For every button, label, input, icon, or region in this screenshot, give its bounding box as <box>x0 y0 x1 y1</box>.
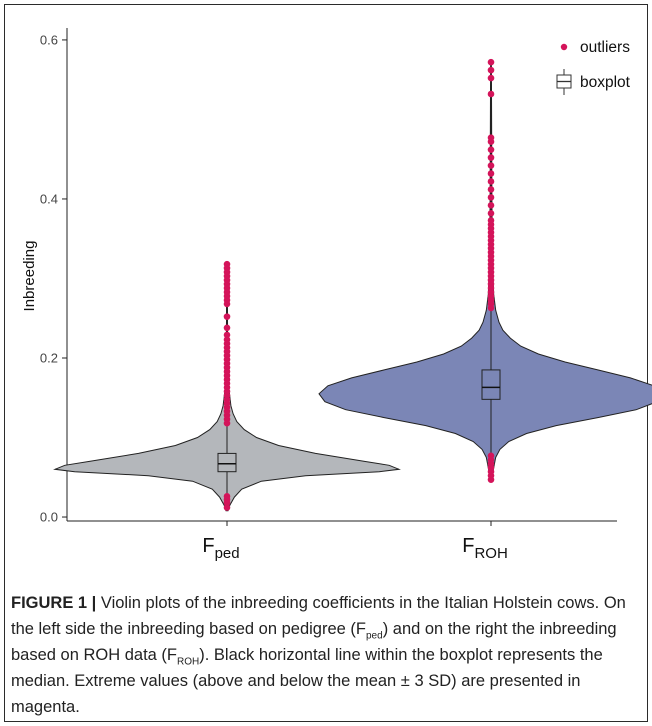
violin-chart: 0.00.20.40.6 Fped FROH Inbreeding outlier… <box>21 28 652 562</box>
boxplot-box-F_ped <box>217 452 237 473</box>
caption-text-1: Violin plots of the inbreeding coefficie… <box>11 594 626 638</box>
legend-boxplot-swatch <box>556 69 572 95</box>
outlier-point <box>487 154 495 161</box>
caption-sub-2: ROH <box>177 656 200 668</box>
x-tick-label-F_ped: Fped <box>202 535 239 562</box>
x-tick-layer: Fped FROH <box>202 521 508 562</box>
outlier-point <box>487 209 495 217</box>
x-tick-label-sub: ped <box>215 545 240 562</box>
caption-text-2: ) and on the right the inbreeding based … <box>11 620 617 664</box>
x-tick-label-F_ROH: FROH <box>462 535 508 562</box>
outlier-point <box>487 146 495 153</box>
outlier-point <box>223 324 231 332</box>
legend-boxplot-label: boxplot <box>580 74 631 91</box>
boxplot-box-F_ROH <box>481 369 501 400</box>
x-tick-label-main: F <box>202 535 214 557</box>
outlier-point <box>487 162 495 169</box>
outlier-point <box>487 74 495 82</box>
outlier-point <box>487 202 495 209</box>
y-tick-layer: 0.0 0.2 0.4 0.6 <box>40 32 67 525</box>
outlier-point <box>487 58 495 66</box>
outlier-point <box>487 170 495 177</box>
caption-label: FIGURE 1 | <box>11 594 97 612</box>
caption-text-3: ). Black horizontal line within the boxp… <box>11 646 603 716</box>
legend: outliers boxplot <box>556 39 631 95</box>
violin-layer <box>53 58 652 512</box>
outlier-point <box>223 336 231 344</box>
legend-outliers-swatch <box>560 43 568 51</box>
outlier-point <box>223 493 231 500</box>
outlier-point <box>487 66 495 74</box>
y-tick-label: 0.2 <box>40 350 58 365</box>
y-tick-label: 0.6 <box>40 32 58 47</box>
x-tick-label-sub: ROH <box>474 545 507 562</box>
caption-sub-1: ped <box>366 630 383 642</box>
x-tick-label-main: F <box>462 535 474 557</box>
figure-caption: FIGURE 1 | Violin plots of the inbreedin… <box>11 590 631 720</box>
violin-F_ROH <box>318 60 652 482</box>
outlier-point <box>487 90 495 98</box>
y-tick-label: 0.4 <box>40 191 58 206</box>
outlier-point <box>487 452 495 460</box>
outlier-point <box>223 504 231 511</box>
figure-frame <box>4 4 648 722</box>
outlier-point <box>487 134 495 142</box>
outlier-point <box>223 260 231 268</box>
y-axis-label: Inbreeding <box>21 241 38 312</box>
y-tick-label: 0.0 <box>40 510 58 525</box>
outlier-point <box>223 331 231 339</box>
outlier-point <box>487 186 495 193</box>
outlier-point <box>487 194 495 201</box>
outlier-point <box>223 313 231 320</box>
outlier-point <box>487 178 495 185</box>
legend-outliers-label: outliers <box>580 39 630 56</box>
outlier-point <box>487 217 495 224</box>
